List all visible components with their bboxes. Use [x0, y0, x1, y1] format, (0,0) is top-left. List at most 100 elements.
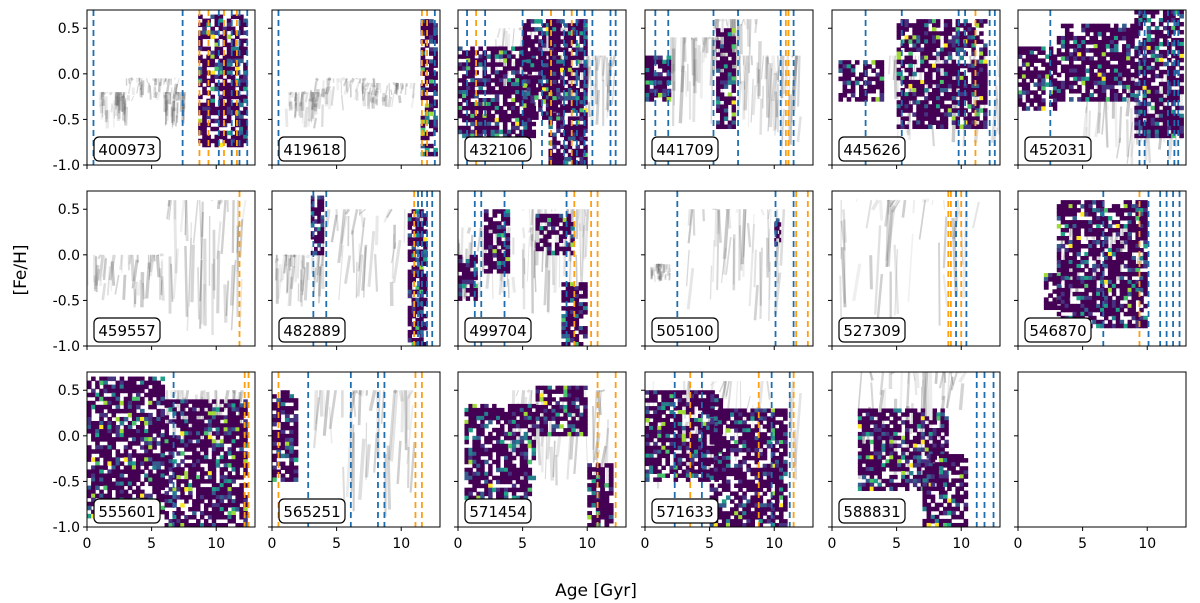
- density-cell: [1097, 84, 1103, 90]
- density-cell: [1056, 247, 1062, 253]
- grey-density-streak: [709, 265, 713, 300]
- density-cell: [979, 59, 984, 65]
- grey-density-streak: [767, 209, 770, 272]
- density-cell: [501, 261, 506, 266]
- density-cell: [900, 104, 905, 109]
- grey-density-streak: [148, 85, 152, 100]
- density-cell: [505, 221, 511, 226]
- density-cell: [534, 59, 539, 64]
- density-cell: [462, 54, 467, 59]
- density-cell: [1179, 10, 1184, 15]
- panel-id-label: 441709: [656, 141, 713, 159]
- density-cell: [433, 127, 438, 133]
- density-cell: [1130, 80, 1135, 86]
- density-cell: [896, 23, 902, 28]
- density-cell: [924, 108, 929, 113]
- density-cell: [534, 51, 539, 56]
- density-cell: [1117, 97, 1123, 102]
- grey-density-streak: [372, 78, 376, 87]
- grey-density-streak: [374, 89, 377, 97]
- density-cell: [239, 18, 244, 24]
- density-cell: [562, 234, 568, 239]
- density-cell: [502, 58, 508, 63]
- density-cell: [483, 257, 489, 262]
- density-cell: [1085, 60, 1090, 65]
- density-cell: [1150, 49, 1156, 55]
- density-cell: [1085, 27, 1090, 33]
- density-cell: [579, 39, 584, 44]
- density-cell: [575, 55, 580, 61]
- density-cell: [1049, 46, 1054, 51]
- density-cell: [578, 294, 584, 299]
- density-cell: [1068, 208, 1074, 213]
- density-cell: [1131, 271, 1136, 277]
- density-cell: [317, 231, 321, 236]
- density-cell: [574, 326, 580, 331]
- density-cell: [1064, 259, 1070, 265]
- density-cell: [1093, 27, 1099, 33]
- grey-density-streak: [884, 199, 891, 227]
- density-cell: [916, 108, 921, 113]
- grey-density-streak: [232, 389, 235, 394]
- grey-density-streak: [839, 275, 843, 321]
- density-cell: [1100, 267, 1105, 273]
- density-cell: [95, 469, 100, 474]
- density-cell: [1088, 303, 1093, 309]
- density-cell: [1115, 299, 1121, 305]
- density-cell: [543, 238, 548, 244]
- density-cell: [1029, 90, 1035, 95]
- density-cell: [490, 78, 496, 83]
- density-cell: [1109, 84, 1115, 90]
- density-cell: [314, 239, 318, 244]
- density-cell: [666, 63, 672, 69]
- density-cell: [912, 43, 917, 48]
- grey-density-streak: [300, 260, 305, 285]
- density-cell: [1105, 44, 1111, 49]
- grey-density-streak: [172, 83, 179, 100]
- density-cell: [545, 115, 551, 120]
- density-cell: [466, 70, 471, 75]
- density-cell: [210, 30, 216, 36]
- density-cell: [579, 152, 584, 158]
- density-cell: [407, 309, 413, 315]
- density-cell: [429, 111, 434, 117]
- density-cell: [1060, 216, 1066, 221]
- density-cell: [407, 225, 413, 230]
- density-cell: [649, 80, 655, 86]
- density-cell: [1123, 271, 1129, 277]
- density-cell: [458, 46, 463, 51]
- density-cell: [531, 58, 537, 63]
- grey-density-streak: [1104, 96, 1109, 148]
- density-cell: [1150, 69, 1156, 75]
- density-cell: [1072, 307, 1077, 313]
- density-cell: [486, 46, 492, 51]
- density-cell: [935, 100, 941, 105]
- density-cell: [1076, 208, 1081, 213]
- density-cell: [558, 226, 564, 231]
- density-cell: [838, 68, 844, 73]
- density-cell: [1069, 52, 1074, 57]
- density-cell: [1115, 319, 1121, 325]
- density-cell: [916, 100, 921, 105]
- density-cell: [563, 124, 569, 130]
- density-cell: [1101, 48, 1107, 53]
- density-cell: [578, 286, 584, 291]
- grey-density-streak: [140, 272, 145, 308]
- density-cell: [1131, 224, 1136, 229]
- density-cell: [1115, 208, 1121, 213]
- grey-density-streak: [166, 199, 171, 220]
- density-cell: [571, 152, 577, 158]
- density-cell: [561, 326, 567, 331]
- density-cell: [407, 273, 413, 279]
- grey-density-streak: [751, 85, 757, 116]
- density-cell: [515, 70, 520, 75]
- density-cell: [218, 86, 224, 92]
- density-cell: [1119, 255, 1125, 261]
- density-cell: [317, 227, 321, 232]
- density-cell: [210, 86, 216, 92]
- density-cell: [1142, 65, 1148, 71]
- density-cell: [578, 314, 584, 319]
- density-cell: [538, 43, 543, 48]
- density-cell: [1092, 263, 1097, 269]
